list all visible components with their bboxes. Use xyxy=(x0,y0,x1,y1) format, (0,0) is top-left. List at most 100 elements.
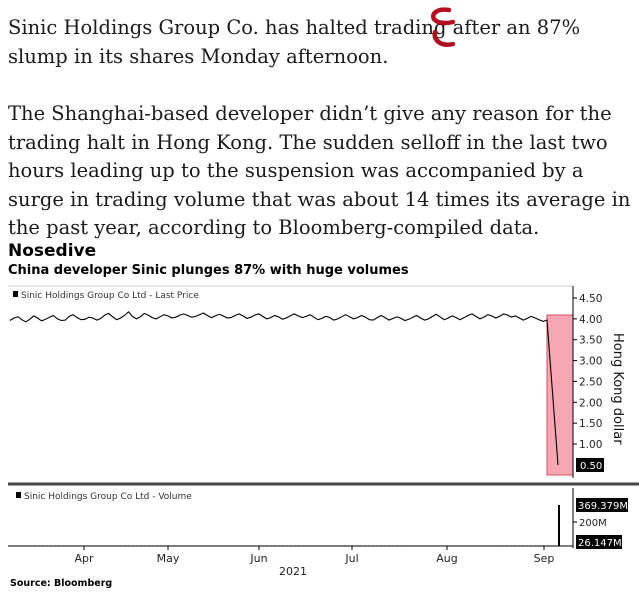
volume-bar xyxy=(189,545,191,546)
volume-bar xyxy=(38,545,40,546)
volume-bar xyxy=(331,545,333,546)
volume-bar xyxy=(465,545,467,546)
volume-bar xyxy=(315,545,317,546)
volume-bar xyxy=(128,545,130,546)
x-tick-label: Apr xyxy=(74,552,94,565)
volume-bar xyxy=(307,545,309,546)
volume-bar xyxy=(363,545,366,546)
volume-max-box xyxy=(576,498,628,512)
price-series-line xyxy=(9,311,559,465)
x-axis-year: 2021 xyxy=(279,565,307,578)
price-tick-label: 4.50 xyxy=(579,293,602,305)
volume-bar xyxy=(152,545,154,546)
volume-bar xyxy=(351,545,353,546)
p1-text-before: Sinic Holdings Group Co. has halted trad… xyxy=(8,16,537,39)
volume-bar xyxy=(445,545,447,546)
volume-bar xyxy=(193,545,195,546)
volume-bar xyxy=(254,545,256,546)
volume-bar xyxy=(95,545,97,546)
volume-bar xyxy=(172,545,174,546)
price-y-ticks: 4.50 4.00 3.50 3.00 2.50 2.00 1.50 1.00 xyxy=(573,293,602,451)
price-tick-label: 2.00 xyxy=(579,397,602,409)
article-paragraph-2: The Shanghai-based developer didn’t give… xyxy=(8,102,631,239)
volume-bar xyxy=(355,545,357,546)
volume-bar xyxy=(425,545,427,546)
volume-bar xyxy=(380,545,382,546)
volume-bar xyxy=(490,545,492,546)
volume-bar xyxy=(449,545,451,546)
volume-bar xyxy=(58,545,60,546)
volume-mid-label: 200M xyxy=(579,518,607,529)
volume-bar xyxy=(79,545,81,546)
volume-bar xyxy=(396,545,398,546)
price-tick-label: 1.00 xyxy=(579,439,602,451)
volume-bar xyxy=(180,545,183,546)
annotation-scribble-stroke xyxy=(432,29,456,47)
x-axis-ticks: Apr May Jun Jul Aug Sep xyxy=(74,546,554,565)
volume-bar xyxy=(486,545,488,546)
volume-bar xyxy=(372,545,374,546)
volume-bar xyxy=(144,545,146,546)
price-tick-label: 4.00 xyxy=(579,314,602,326)
volume-bar xyxy=(530,545,532,546)
x-tick-label: Sep xyxy=(534,552,555,565)
volume-bar xyxy=(262,545,264,546)
volume-legend-swatch xyxy=(16,492,21,498)
volume-bar xyxy=(14,545,16,546)
volume-bar xyxy=(176,545,178,546)
volume-bar xyxy=(412,545,414,546)
volume-bar xyxy=(270,545,272,546)
last-price-box xyxy=(576,458,604,472)
highlighted-percentage: 87% xyxy=(536,16,581,39)
volume-bar xyxy=(368,545,370,546)
volume-bar xyxy=(408,545,410,546)
volume-bar xyxy=(343,545,345,546)
volume-bar xyxy=(250,545,252,546)
volume-bar xyxy=(91,545,93,546)
volume-bar xyxy=(62,545,65,546)
volume-bar xyxy=(115,545,117,546)
volume-bar xyxy=(335,545,337,546)
volume-bar xyxy=(168,545,170,546)
volume-bar xyxy=(75,545,77,546)
x-tick-label: May xyxy=(157,552,180,565)
volume-bar xyxy=(542,545,545,546)
volume-bar xyxy=(132,545,134,546)
volume-bar xyxy=(241,545,244,546)
volume-bar xyxy=(136,545,138,546)
volume-bar xyxy=(384,545,386,546)
volume-bar xyxy=(26,545,28,546)
volume-bar xyxy=(87,545,89,546)
volume-bar xyxy=(522,545,524,546)
volume-bar xyxy=(294,545,296,546)
volume-max-label: 369.379M xyxy=(578,501,628,512)
volume-bar xyxy=(266,545,268,546)
volume-bar xyxy=(237,545,239,546)
volume-bar xyxy=(71,545,73,546)
chart-subtitle: China developer Sinic plunges 87% with h… xyxy=(8,263,409,278)
volume-bar xyxy=(392,545,394,546)
volume-bar xyxy=(46,545,48,546)
volume-bar xyxy=(148,545,150,546)
volume-bar xyxy=(400,545,402,546)
volume-bar xyxy=(547,545,549,546)
volume-bar xyxy=(10,545,12,546)
volume-bar xyxy=(274,545,276,546)
volume-bar xyxy=(225,545,227,546)
volume-bar xyxy=(538,545,541,546)
volume-bar xyxy=(282,545,284,546)
annotation-scribble-stroke xyxy=(431,7,456,26)
volume-bar xyxy=(477,545,479,546)
volume-bar xyxy=(526,545,528,546)
volume-bar xyxy=(290,545,292,546)
volume-bar xyxy=(457,545,459,546)
volume-bar xyxy=(221,545,223,546)
volume-bar xyxy=(518,545,520,546)
volume-bar xyxy=(461,545,463,546)
volume-bar xyxy=(156,545,158,546)
volume-bar xyxy=(359,545,362,546)
article-paragraph-1: Sinic Holdings Group Co. has halted trad… xyxy=(8,14,638,71)
volume-bar xyxy=(229,545,231,546)
volume-bar xyxy=(502,545,504,546)
